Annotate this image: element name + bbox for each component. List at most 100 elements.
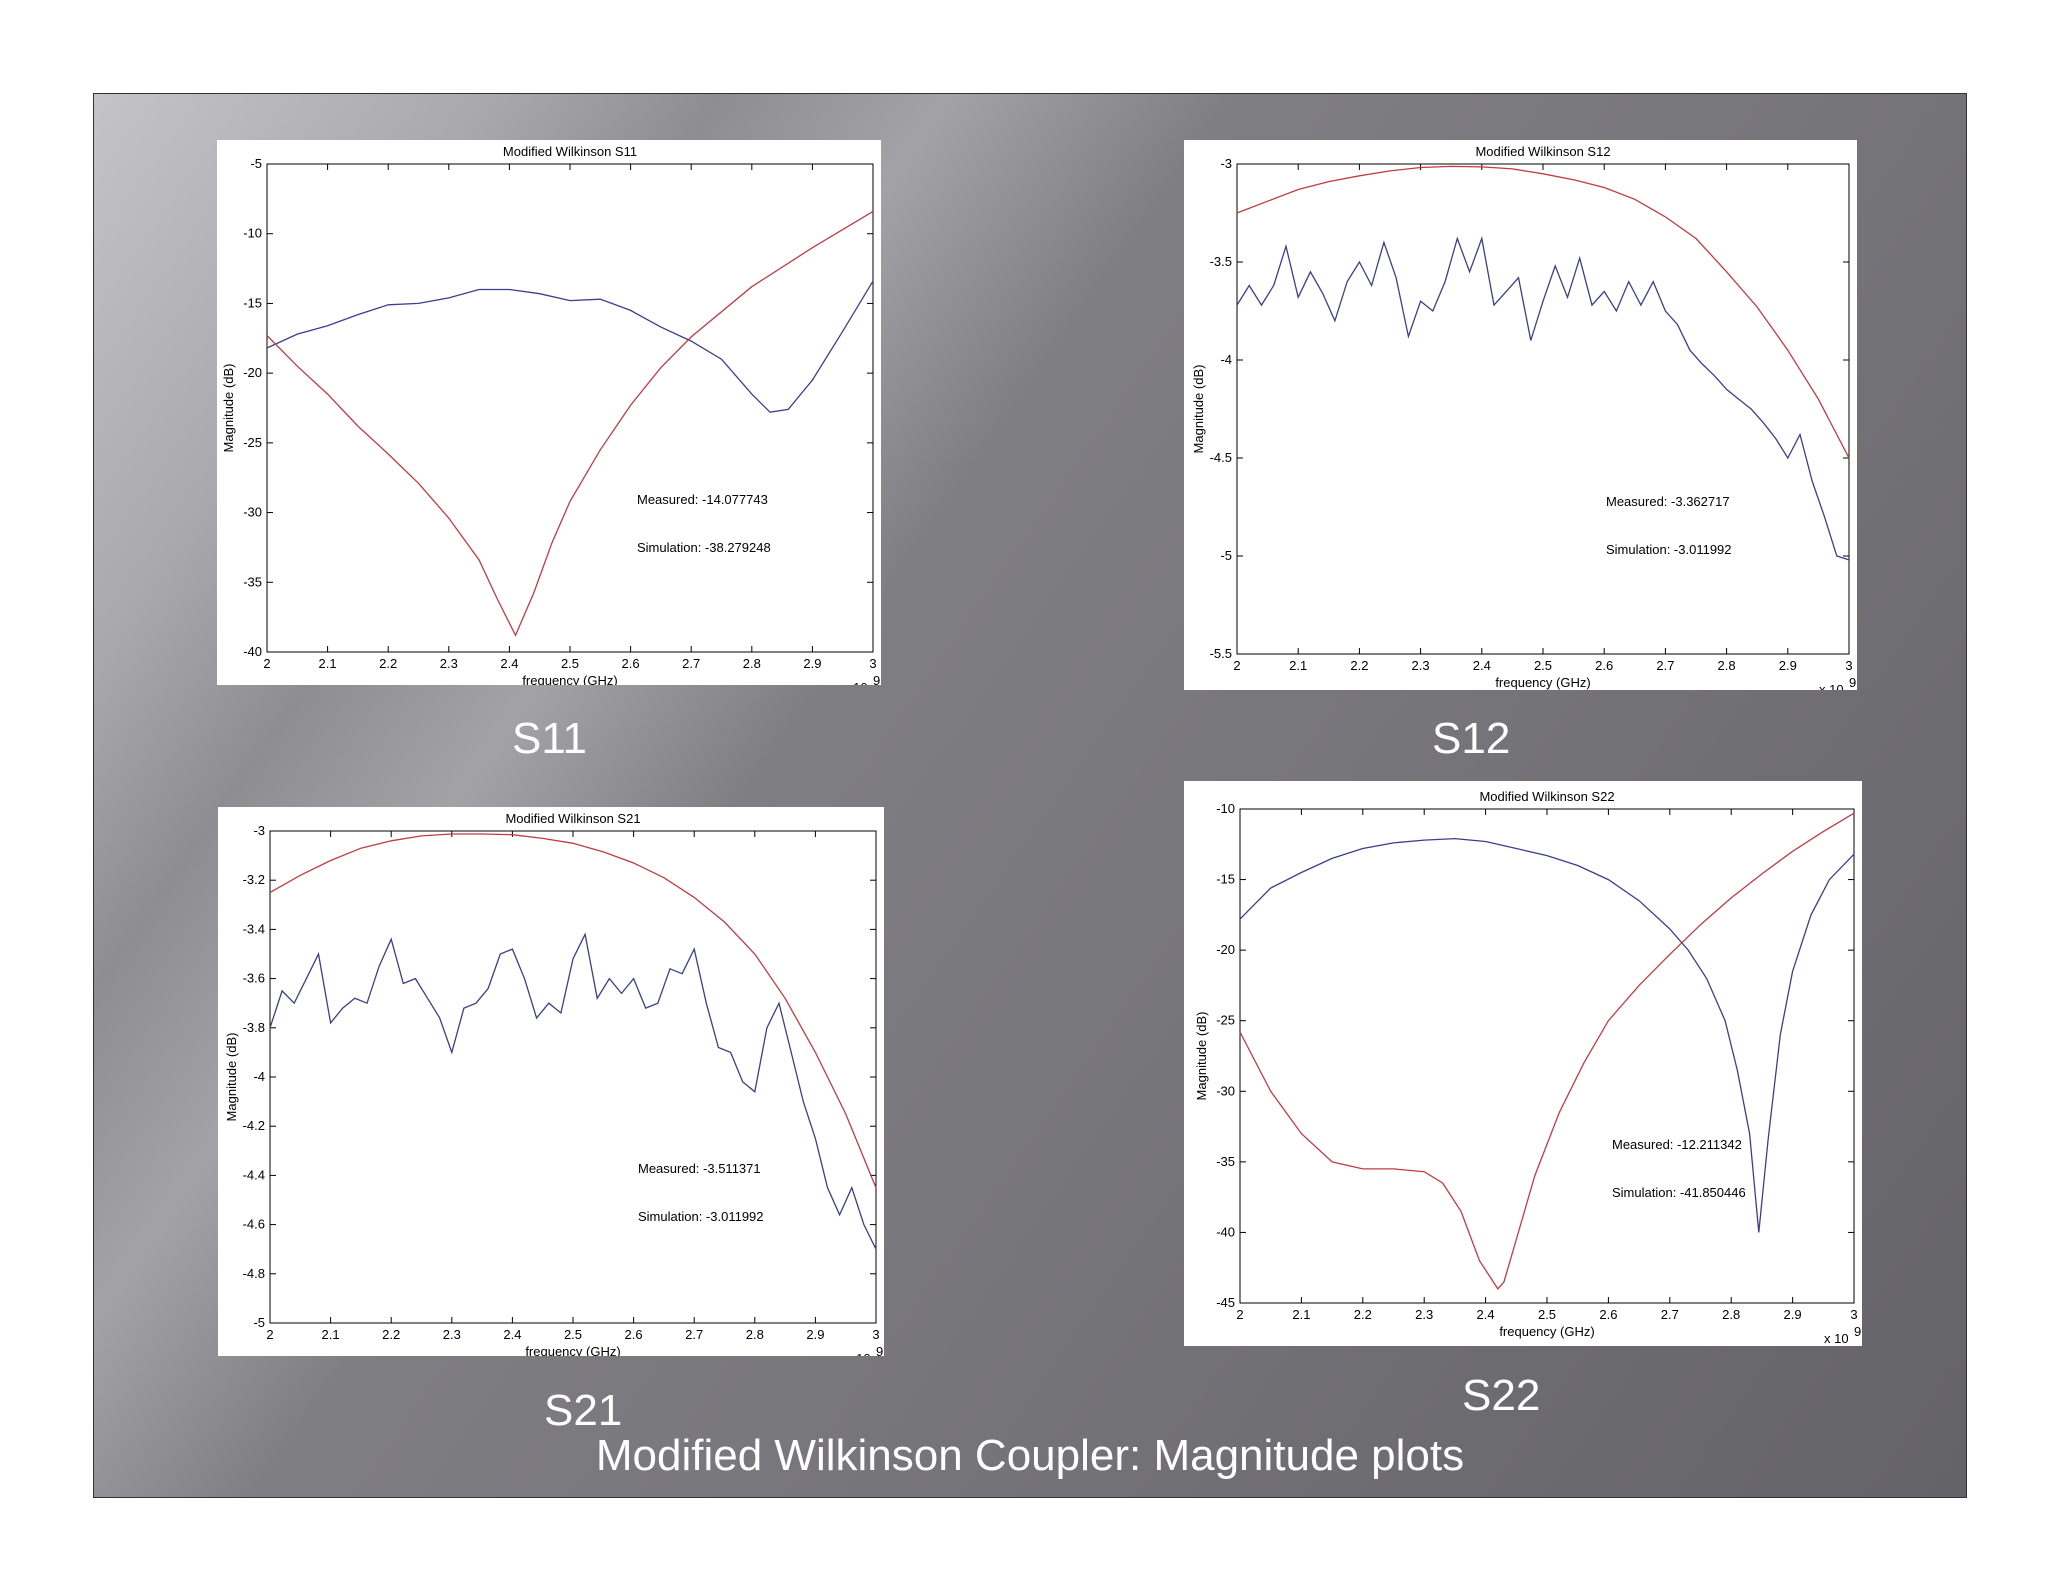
- y-tick-label-s11: -10: [243, 226, 262, 241]
- y-tick-label-s21: -3.6: [243, 971, 265, 986]
- x-tick-label-s12: 2: [1233, 658, 1240, 673]
- y-tick-label-s11: -40: [243, 644, 262, 659]
- x-tick-label-s21: 2.6: [625, 1327, 643, 1342]
- chart-title-s22: Modified Wilkinson S22: [1479, 789, 1614, 804]
- x-multiplier-s22: x 10: [1824, 1331, 1849, 1346]
- y-tick-label-s21: -3.2: [243, 872, 265, 887]
- x-tick-label-s22: 2.9: [1784, 1307, 1802, 1322]
- series-line-measured-s12: [1236, 236, 1850, 561]
- x-tick-label-s22: 3: [1850, 1307, 1857, 1322]
- slide-title: Modified Wilkinson Coupler: Magnitude pl…: [595, 1431, 1465, 1480]
- y-tick-label-s12: -5: [1220, 548, 1232, 563]
- x-tick-label-s12: 2.8: [1718, 658, 1736, 673]
- x-tick-label-s22: 2.3: [1415, 1307, 1433, 1322]
- y-tick-label-s21: -3.8: [243, 1020, 265, 1035]
- y-tick-label-s22: -30: [1216, 1083, 1235, 1098]
- y-tick-label-s22: -20: [1216, 942, 1235, 957]
- y-tick-label-s12: -5.5: [1210, 646, 1232, 661]
- y-tick-label-s12: -3.5: [1210, 254, 1232, 269]
- x-axis-label-s12: frequency (GHz): [1495, 675, 1590, 690]
- caption-s12: S12: [1432, 714, 1511, 763]
- x-tick-label-s21: 2: [266, 1327, 273, 1342]
- x-tick-label-s11: 2.5: [561, 656, 579, 671]
- x-axis-label-s11: frequency (GHz): [522, 673, 617, 685]
- y-tick-label-s11: -5: [250, 156, 262, 171]
- y-tick-label-s12: -3: [1220, 156, 1232, 171]
- y-tick-label-s22: -10: [1216, 801, 1235, 816]
- x-tick-label-s22: 2.8: [1722, 1307, 1740, 1322]
- chart-panel-s11: Modified Wilkinson S11 2 2.1 2.2 2.3 2.4 2.5 2.…: [217, 140, 881, 685]
- y-tick-label-s11: -35: [243, 574, 262, 589]
- x-tick-label-s12: 2.3: [1412, 658, 1430, 673]
- series-line-simulation-s21: [269, 833, 877, 1188]
- chart-s22: Modified Wilkinson S22 2 2.1 2.2 2.3 2.4 2.5 2.…: [1194, 789, 1861, 1346]
- plot-area-s11: [266, 163, 874, 653]
- x-tick-label-s12: 2.9: [1779, 658, 1797, 673]
- y-tick-label-s21: -3: [253, 823, 265, 838]
- series-line-measured-s22: [1239, 837, 1855, 1233]
- y-axis-label-s21: Magnitude (dB): [224, 1033, 239, 1122]
- x-tick-label-s12: 2.7: [1656, 658, 1674, 673]
- annotation-simulation-s11: Simulation: -38.279248: [637, 540, 771, 555]
- plot-area-s22: [1239, 808, 1855, 1304]
- x-tick-label-s11: 3: [869, 656, 876, 671]
- x-tick-label-s21: 2.4: [503, 1327, 521, 1342]
- x-tick-label-s12: 2.2: [1350, 658, 1368, 673]
- x-tick-label-s22: 2.2: [1354, 1307, 1372, 1322]
- x-multiplier-s11: x 10: [843, 680, 868, 685]
- y-tick-label-s21: -4: [253, 1069, 265, 1084]
- series-line-simulation-s12: [1236, 165, 1850, 459]
- y-tick-label-s12: -4.5: [1210, 450, 1232, 465]
- x-exponent-s21: 9: [876, 1344, 883, 1356]
- chart-panel-s21: Modified Wilkinson S21 2 2.1 2.2 2.3 2.4 2.5 2.…: [218, 807, 884, 1356]
- x-tick-label-s11: 2: [263, 656, 270, 671]
- x-axis-label-s22: frequency (GHz): [1499, 1324, 1594, 1339]
- y-tick-label-s11: -20: [243, 365, 262, 380]
- x-tick-label-s11: 2.8: [743, 656, 761, 671]
- y-tick-label-s11: -15: [243, 295, 262, 310]
- y-axis-label-s22: Magnitude (dB): [1194, 1012, 1209, 1101]
- y-tick-label-s21: -4.8: [243, 1266, 265, 1281]
- x-exponent-s22: 9: [1854, 1324, 1861, 1339]
- chart-s11: Modified Wilkinson S11 2 2.1 2.2 2.3 2.4 2.5 2.…: [221, 144, 880, 685]
- x-exponent-s11: 9: [873, 673, 880, 685]
- y-tick-label-s12: -4: [1220, 352, 1232, 367]
- x-tick-label-s11: 2.6: [622, 656, 640, 671]
- chart-s21: Modified Wilkinson S21 2 2.1 2.2 2.3 2.4 2.5 2.…: [224, 811, 883, 1356]
- x-exponent-s12: 9: [1849, 675, 1856, 690]
- y-tick-label-s22: -25: [1216, 1013, 1235, 1028]
- y-axis-label-s11: Magnitude (dB): [221, 364, 236, 453]
- series-line-measured-s11: [266, 280, 874, 413]
- annotation-measured-s21: Measured: -3.511371: [638, 1161, 761, 1176]
- chart-s12: Modified Wilkinson S12 2 2.1 2.2 2.3 2.4 2.5 2.…: [1191, 144, 1856, 690]
- x-tick-label-s12: 3: [1845, 658, 1852, 673]
- y-tick-label-s22: -35: [1216, 1154, 1235, 1169]
- y-tick-label-s22: -15: [1216, 872, 1235, 887]
- x-tick-label-s11: 2.9: [803, 656, 821, 671]
- y-tick-label-s21: -5: [253, 1315, 265, 1330]
- x-tick-label-s22: 2.7: [1661, 1307, 1679, 1322]
- y-axis-label-s12: Magnitude (dB): [1191, 365, 1206, 454]
- x-tick-label-s21: 2.2: [382, 1327, 400, 1342]
- annotation-measured-s22: Measured: -12.211342: [1612, 1137, 1742, 1152]
- x-tick-label-s21: 2.8: [746, 1327, 764, 1342]
- annotation-simulation-s12: Simulation: -3.011992: [1606, 542, 1732, 557]
- chart-title-s12: Modified Wilkinson S12: [1475, 144, 1610, 159]
- x-axis-label-s21: frequency (GHz): [525, 1344, 620, 1356]
- x-tick-label-s11: 2.1: [319, 656, 337, 671]
- x-tick-label-s22: 2.5: [1538, 1307, 1556, 1322]
- series-line-measured-s21: [269, 932, 877, 1250]
- x-tick-label-s22: 2: [1236, 1307, 1243, 1322]
- x-tick-label-s11: 2.7: [682, 656, 700, 671]
- x-tick-label-s21: 2.5: [564, 1327, 582, 1342]
- x-tick-label-s21: 2.3: [443, 1327, 461, 1342]
- caption-s22: S22: [1462, 1371, 1541, 1420]
- series-line-simulation-s11: [266, 210, 874, 637]
- plot-area-s21: [269, 830, 877, 1324]
- x-tick-label-s22: 2.1: [1292, 1307, 1310, 1322]
- chart-title-s11: Modified Wilkinson S11: [503, 144, 637, 159]
- x-multiplier-s12: x 10: [1819, 682, 1844, 690]
- series-line-simulation-s22: [1239, 812, 1855, 1290]
- y-tick-label-s21: -4.4: [243, 1167, 265, 1182]
- x-tick-label-s21: 3: [872, 1327, 879, 1342]
